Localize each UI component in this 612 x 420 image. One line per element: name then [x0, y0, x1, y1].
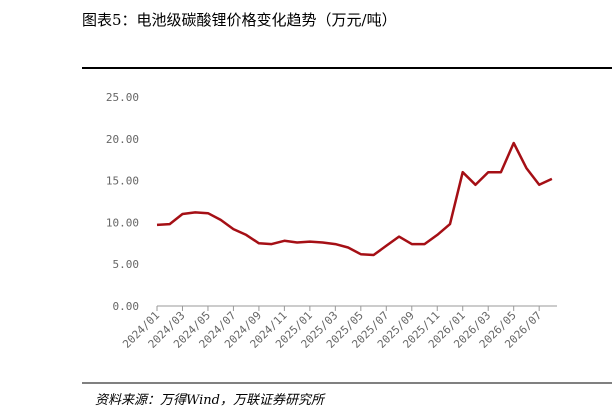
y-tick-label: 0.00	[113, 300, 140, 313]
source-note: 资料来源：万得Wind，万联证券研究所	[95, 392, 326, 408]
y-tick-label: 15.00	[106, 175, 139, 188]
y-tick-label: 5.00	[113, 258, 140, 271]
chart-title: 图表5：电池级碳酸锂价格变化趋势（万元/吨）	[82, 11, 397, 29]
price-line	[156, 141, 553, 257]
y-tick-label: 25.00	[106, 91, 139, 104]
y-tick-label: 10.00	[106, 216, 139, 229]
y-tick-label: 20.00	[106, 133, 139, 146]
